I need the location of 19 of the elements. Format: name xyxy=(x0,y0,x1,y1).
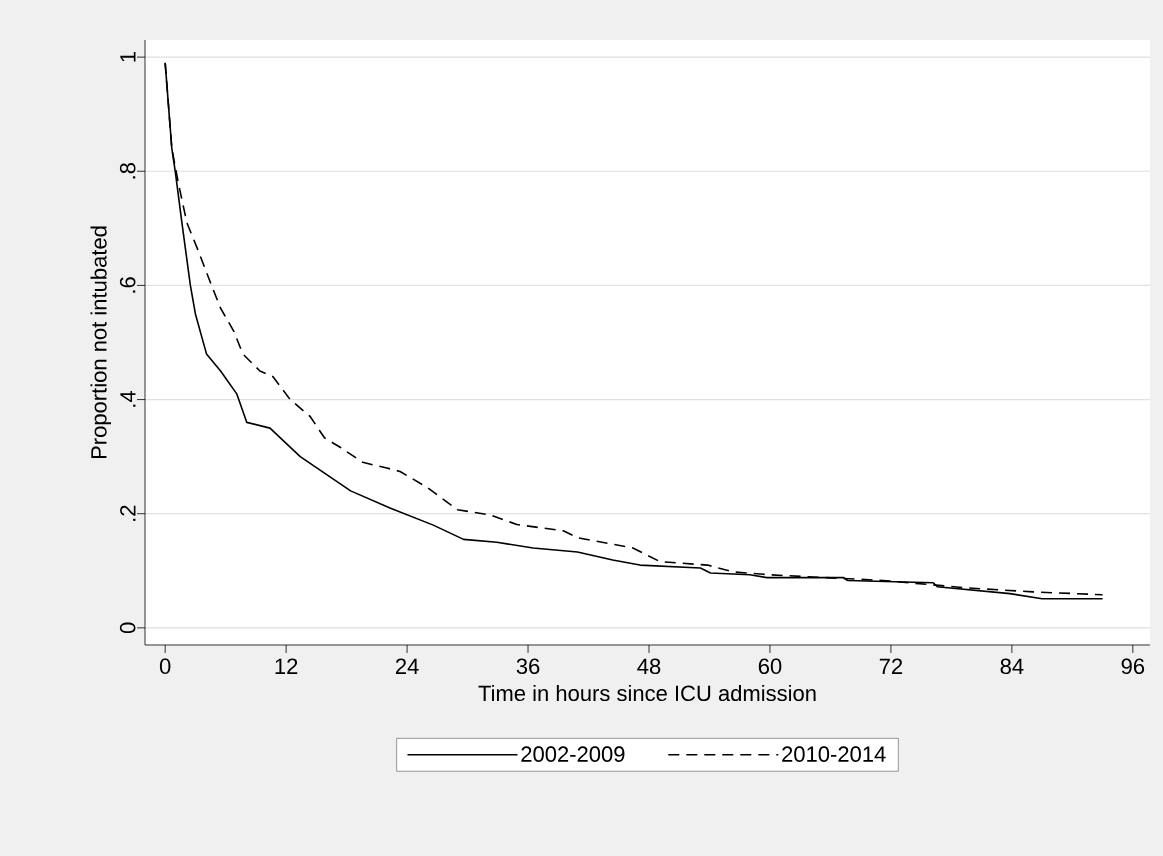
y-axis-title: Proportion not intubated xyxy=(90,226,112,459)
x-tick-label: 84 xyxy=(1000,658,1024,675)
x-tick-label: 12 xyxy=(275,658,298,674)
x-axis-title: Time in hours since ICU admission xyxy=(478,684,816,702)
y-tick-label: .6 xyxy=(119,277,136,293)
x-tick-label: 60 xyxy=(758,658,782,675)
x-tick-label: 72 xyxy=(879,658,903,674)
y-tick-label: .4 xyxy=(120,391,136,407)
legend-label: 2010-2014 xyxy=(782,746,886,762)
x-tick-label: 24 xyxy=(395,658,419,674)
x-tick-label: 96 xyxy=(1121,658,1145,675)
y-tick-label: 1 xyxy=(120,52,136,62)
legend-label: 2002-2009 xyxy=(521,746,625,762)
x-tick-label: 48 xyxy=(637,658,661,675)
x-tick-label: 36 xyxy=(516,658,540,675)
y-tick-label: .8 xyxy=(119,163,136,179)
x-tick-label: 0 xyxy=(159,658,171,675)
y-tick-label: 0 xyxy=(119,622,136,634)
y-tick-label: .2 xyxy=(120,505,136,521)
